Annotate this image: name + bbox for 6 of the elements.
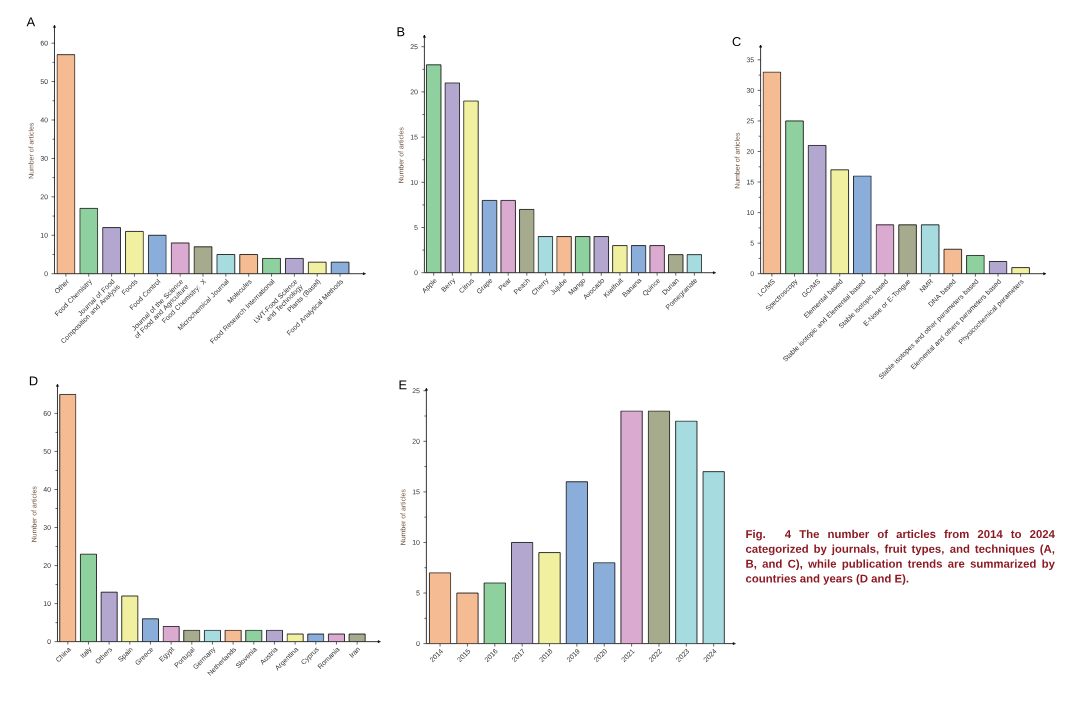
chart-title: E — [399, 380, 407, 390]
chart-title: A — [26, 17, 36, 27]
chart-title: C — [732, 36, 741, 46]
caption: Fig. 4 The number of articles from 2014 to 2024 categorized by journals, fruit types, and techniques (A, B, and C), while publication trends are summarized by countries and years (D and E). — [745, 529, 1055, 585]
chart-title: D — [29, 376, 38, 386]
chart-title: B — [397, 27, 405, 37]
